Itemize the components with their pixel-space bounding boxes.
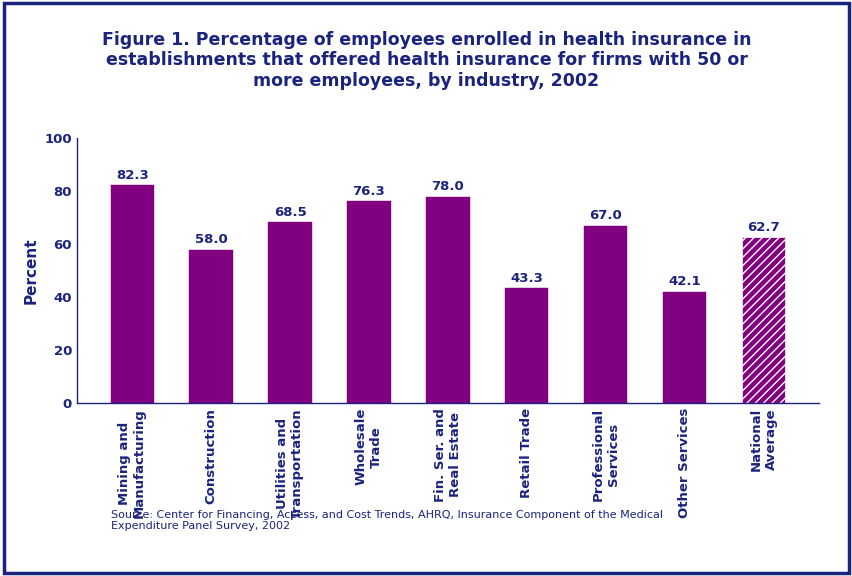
- Text: 68.5: 68.5: [273, 206, 306, 218]
- Text: 67.0: 67.0: [589, 210, 621, 222]
- Text: 58.0: 58.0: [194, 233, 227, 247]
- Bar: [504, 289, 548, 403]
- Text: 78.0: 78.0: [431, 180, 463, 194]
- Bar: [741, 237, 784, 403]
- Text: Figure 1. Percentage of employees enrolled in health insurance in
establishments: Figure 1. Percentage of employees enroll…: [101, 31, 751, 90]
- Bar: [347, 201, 390, 403]
- Text: 76.3: 76.3: [352, 185, 385, 198]
- Text: 42.1: 42.1: [667, 275, 700, 289]
- Y-axis label: Percent: Percent: [24, 237, 38, 304]
- Bar: [111, 185, 153, 403]
- Bar: [268, 222, 311, 403]
- Bar: [426, 196, 469, 403]
- Text: 62.7: 62.7: [746, 221, 779, 234]
- Text: Source: Center for Financing, Access, and Cost Trends, AHRQ, Insurance Component: Source: Center for Financing, Access, an…: [111, 510, 662, 531]
- Bar: [584, 226, 626, 403]
- Text: 82.3: 82.3: [116, 169, 148, 182]
- Bar: [662, 291, 705, 403]
- Text: 43.3: 43.3: [509, 272, 543, 285]
- Bar: [189, 249, 233, 403]
